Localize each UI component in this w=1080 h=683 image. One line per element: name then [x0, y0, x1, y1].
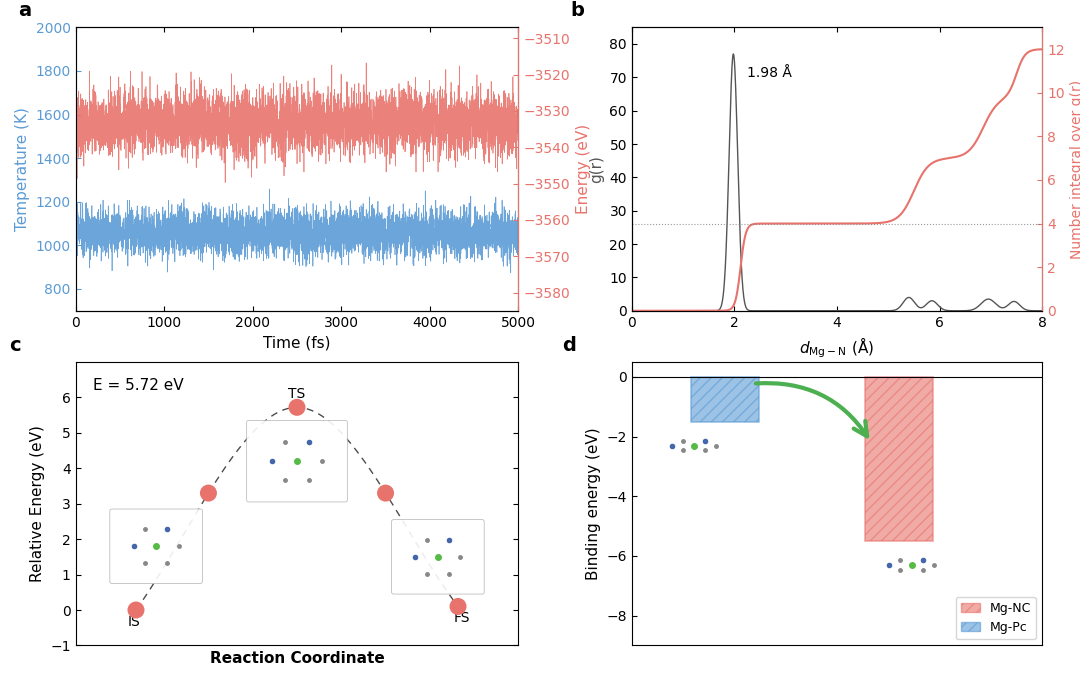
- Text: b: b: [570, 1, 584, 20]
- Text: d: d: [562, 335, 576, 354]
- Text: E = 5.72 eV: E = 5.72 eV: [93, 378, 184, 393]
- Bar: [691, 377, 759, 421]
- X-axis label: $d_{\rm Mg-N}$ (Å): $d_{\rm Mg-N}$ (Å): [799, 335, 875, 360]
- Y-axis label: Temperature (K): Temperature (K): [15, 107, 30, 231]
- Point: [200, 488, 217, 499]
- Point: [377, 488, 394, 499]
- Y-axis label: Number integral over g(r): Number integral over g(r): [1070, 79, 1080, 259]
- Text: 1.98 Å: 1.98 Å: [747, 66, 792, 81]
- X-axis label: Time (fs): Time (fs): [264, 335, 330, 350]
- Text: FS: FS: [454, 611, 470, 626]
- Point: [449, 601, 467, 612]
- FancyBboxPatch shape: [392, 520, 484, 594]
- Point: [288, 402, 306, 413]
- FancyBboxPatch shape: [110, 509, 202, 583]
- Text: TS: TS: [288, 387, 306, 402]
- Y-axis label: Relative Energy (eV): Relative Energy (eV): [29, 426, 44, 582]
- Point: [127, 604, 145, 615]
- Y-axis label: Energy (eV): Energy (eV): [576, 124, 591, 214]
- Y-axis label: g(r): g(r): [589, 155, 604, 183]
- Text: IS: IS: [127, 615, 140, 629]
- Y-axis label: Binding energy (eV): Binding energy (eV): [585, 428, 600, 580]
- X-axis label: Reaction Coordinate: Reaction Coordinate: [210, 651, 384, 666]
- Legend: Mg-NC, Mg-Pc: Mg-NC, Mg-Pc: [956, 597, 1036, 639]
- FancyBboxPatch shape: [246, 421, 348, 502]
- Bar: [865, 377, 933, 541]
- Text: a: a: [18, 1, 31, 20]
- Text: c: c: [10, 335, 21, 354]
